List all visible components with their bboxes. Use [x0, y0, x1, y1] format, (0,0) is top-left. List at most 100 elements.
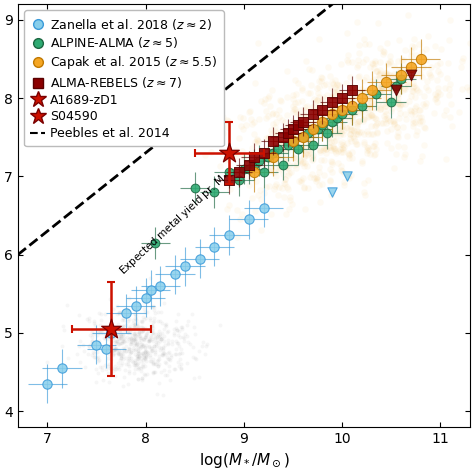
Point	[162, 358, 169, 366]
Point	[137, 367, 145, 374]
Point	[371, 59, 379, 66]
Point	[343, 56, 351, 64]
Point	[85, 342, 93, 349]
Point	[364, 94, 372, 102]
Point	[320, 131, 328, 138]
Point	[171, 351, 179, 358]
Point	[101, 362, 109, 369]
Point	[394, 142, 402, 149]
Point	[111, 346, 119, 353]
Point	[149, 324, 157, 332]
Point	[174, 358, 182, 365]
Point	[340, 143, 347, 150]
Point	[308, 143, 315, 150]
Point	[316, 146, 323, 154]
Point	[440, 111, 447, 119]
Point	[265, 143, 273, 150]
Point	[342, 113, 349, 120]
Point	[324, 134, 332, 142]
Point	[356, 96, 364, 104]
Point	[137, 354, 145, 362]
Point	[301, 184, 308, 191]
Point	[359, 102, 367, 109]
Point	[380, 47, 387, 55]
Point	[230, 178, 238, 186]
Point	[306, 126, 313, 134]
Point	[352, 140, 360, 148]
Point	[95, 328, 102, 336]
Point	[151, 334, 159, 342]
Point	[128, 338, 135, 346]
Point	[346, 122, 354, 129]
Point	[126, 322, 134, 329]
Point	[127, 341, 135, 348]
Point	[362, 41, 369, 48]
Point	[155, 308, 162, 316]
Point	[344, 149, 352, 157]
Point	[142, 352, 149, 360]
Point	[374, 75, 382, 83]
Point	[317, 146, 324, 154]
Point	[392, 78, 399, 85]
Point	[299, 142, 306, 150]
Point	[152, 342, 160, 350]
Point	[105, 345, 112, 352]
Point	[117, 334, 125, 342]
Point	[406, 106, 413, 114]
Point	[141, 348, 149, 356]
Point	[340, 110, 347, 118]
Point	[290, 138, 298, 146]
Point	[315, 93, 323, 101]
Point	[290, 155, 297, 162]
Point	[400, 123, 407, 131]
Point	[162, 323, 169, 330]
Point	[129, 346, 137, 354]
Point	[325, 144, 333, 151]
Point	[116, 331, 124, 338]
Point	[116, 335, 123, 343]
Point	[117, 354, 125, 362]
Point	[137, 332, 144, 340]
Point	[471, 122, 474, 130]
Point	[401, 154, 408, 161]
Point	[96, 321, 104, 328]
Point	[313, 175, 321, 183]
Point	[127, 337, 134, 345]
Point	[248, 194, 256, 202]
Point	[125, 354, 133, 361]
Point	[356, 108, 363, 115]
Point	[339, 104, 347, 112]
Point	[143, 370, 151, 378]
Point	[224, 205, 231, 212]
Point	[79, 341, 87, 349]
Point	[126, 340, 134, 348]
Point	[276, 96, 283, 104]
Point	[265, 92, 273, 100]
Point	[116, 346, 123, 354]
Point	[315, 83, 322, 91]
Point	[107, 365, 115, 373]
Point	[91, 353, 99, 361]
Point	[150, 315, 157, 322]
Point	[238, 210, 246, 218]
Point	[403, 63, 410, 70]
Point	[243, 121, 250, 129]
Point	[359, 58, 366, 65]
Point	[149, 356, 157, 363]
Point	[305, 141, 313, 149]
Point	[155, 356, 163, 363]
Point	[392, 82, 400, 90]
Point	[375, 86, 383, 94]
Point	[175, 328, 183, 335]
Point	[270, 155, 277, 162]
Point	[299, 158, 307, 166]
Point	[292, 140, 300, 147]
Point	[445, 59, 452, 67]
Point	[344, 59, 352, 66]
Point	[88, 333, 96, 341]
Point	[139, 342, 146, 350]
Point	[238, 147, 246, 155]
Point	[288, 137, 296, 145]
Point	[129, 334, 137, 341]
Point	[358, 94, 365, 102]
